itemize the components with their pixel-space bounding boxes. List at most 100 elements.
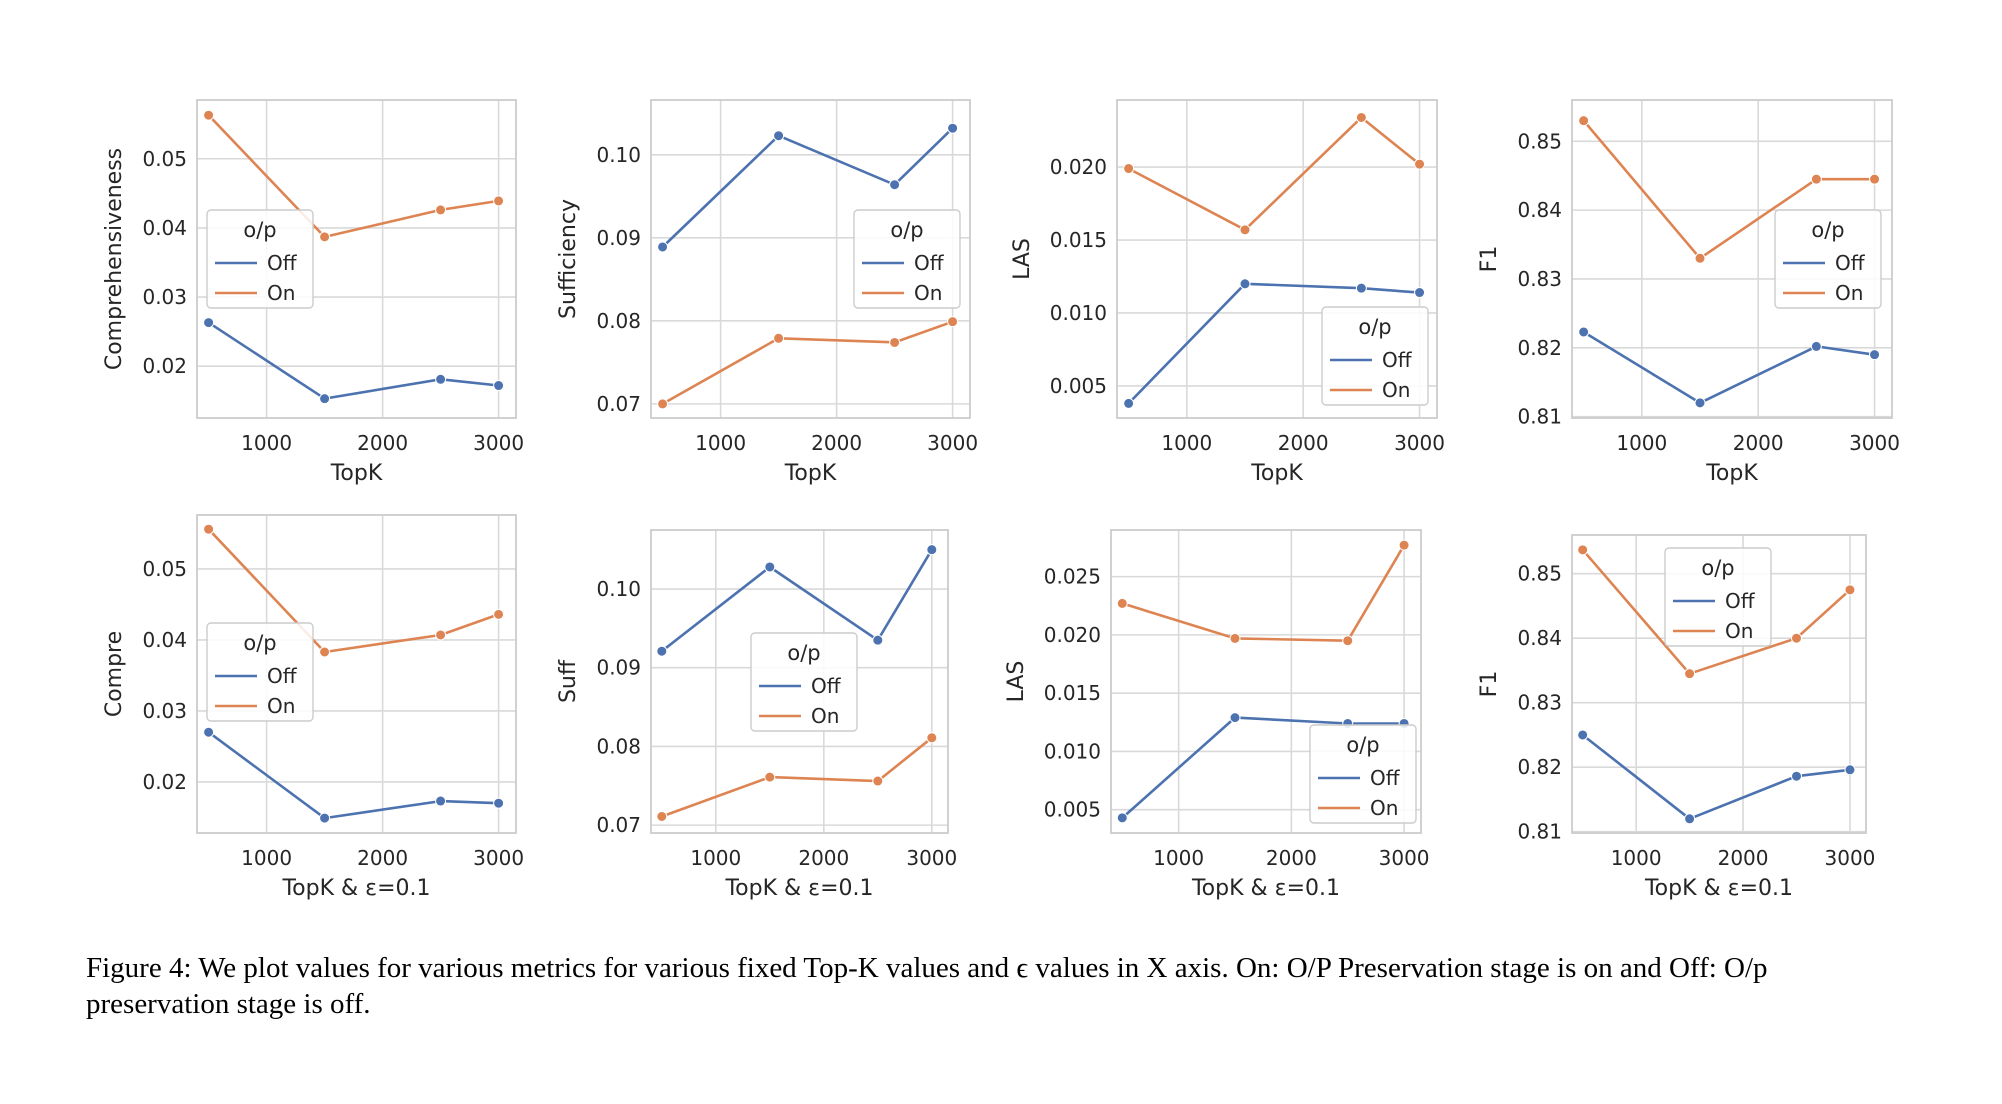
legend: o/p Off On [750,632,858,732]
y-tick-label: 0.83 [1517,691,1562,715]
legend: o/p Off On [1774,209,1882,309]
y-tick-label: 0.84 [1517,626,1562,650]
legend-box [1321,306,1429,406]
data-point-on [947,316,959,328]
x-tick-label: 1000 [1611,846,1662,870]
y-tick-label: 0.03 [142,285,187,309]
y-tick-label: 0.85 [1517,562,1562,586]
subplot-3: 1000 2000 3000 0.005 0.010 0.015 0.020 TopK LAS o… [1010,99,1445,486]
legend-label-on: On [811,704,839,728]
y-axis-label: F1 [1477,246,1502,273]
legend-label-off: Off [914,251,945,275]
x-tick-label: 3000 [906,846,957,870]
legend-title: o/p [1346,733,1379,757]
legend-label-on: On [267,281,295,305]
data-point-off [1578,326,1590,338]
data-point-on [1414,158,1426,170]
x-tick-label: 2000 [1266,846,1317,870]
x-tick-label: 2000 [1278,431,1329,455]
y-tick-label: 0.84 [1517,198,1562,222]
legend-box [206,209,314,309]
legend-label-on: On [1835,281,1863,305]
legend-label-off: Off [1382,348,1413,372]
data-point-off [1869,349,1881,361]
data-point-off [435,373,447,385]
legend: o/p Off On [1309,724,1417,824]
x-axis-label: TopK [784,461,837,486]
data-point-off [493,797,505,809]
legend-box [1664,547,1772,647]
data-point-off [493,380,505,392]
data-point-off [926,544,938,556]
plot-frame [1110,529,1422,834]
y-axis-label: Suff [556,659,581,703]
plot-frame [1571,534,1867,834]
x-axis-label: TopK [1250,461,1303,486]
series-line-off [661,549,933,653]
series-line-off [1582,330,1875,405]
data-point-off [1414,287,1426,299]
series-line-off [207,321,499,400]
data-point-on [872,775,884,787]
data-point-on [1123,163,1135,175]
plot-frame [196,514,517,834]
data-point-off [435,795,447,807]
series-line-on [1127,116,1421,232]
plot-frame [1116,99,1438,419]
figure-caption: Figure 4: We plot values for various met… [86,952,1768,1020]
data-point-on [319,231,331,243]
legend-title: o/p [787,641,820,665]
data-point-on [493,608,505,620]
data-point-on [1791,632,1803,644]
series-line-on [207,114,499,239]
series-line-on [661,320,954,406]
plot-frame [650,529,949,834]
subplot-6: 1000 2000 3000 0.07 0.08 0.09 0.10 TopK & ε=0.1… [556,529,957,901]
plot-frame [196,99,517,419]
x-tick-label: 3000 [1849,431,1900,455]
legend-box [1309,724,1417,824]
y-tick-label: 0.83 [1517,267,1562,291]
data-point-off [1123,397,1135,409]
subplot-5: 1000 2000 3000 0.02 0.03 0.04 0.05 TopK & ε=0.1… [102,514,524,901]
series-line-on [661,736,933,818]
x-tick-label: 3000 [473,431,524,455]
legend-title: o/p [1811,218,1844,242]
data-point-on [319,646,331,658]
y-tick-label: 0.04 [142,216,187,240]
data-point-off [656,645,668,657]
data-point-on [1342,635,1354,647]
x-tick-label: 2000 [811,431,862,455]
data-point-off [1229,712,1241,724]
series-line-on [1581,548,1851,676]
data-point-on [1577,544,1589,556]
data-point-off [1355,282,1367,294]
data-point-on [1869,173,1881,185]
data-point-on [1229,632,1241,644]
legend-label-off: Off [267,251,298,275]
y-tick-label: 0.020 [1044,623,1101,647]
data-point-on [1239,224,1251,236]
series-line-on [207,528,500,654]
plot-frame [650,99,971,419]
y-tick-label: 0.07 [596,813,641,837]
data-point-off [1694,397,1706,409]
y-tick-label: 0.10 [596,143,641,167]
legend-box [853,209,961,309]
x-tick-label: 3000 [473,846,524,870]
y-tick-label: 0.04 [142,628,187,652]
y-tick-label: 0.010 [1050,301,1107,325]
legend: o/p Off On [853,209,961,309]
plot-frame [1571,99,1893,419]
data-point-on [435,204,447,216]
data-point-off [203,317,215,329]
legend-title: o/p [890,218,923,242]
legend-label-on: On [267,694,295,718]
legend-label-on: On [1370,796,1398,820]
x-tick-label: 2000 [1733,431,1784,455]
series-line-off [1121,716,1405,819]
x-tick-label: 1000 [241,431,292,455]
data-point-off [1844,764,1856,776]
x-tick-label: 3000 [927,431,978,455]
data-point-on [1355,112,1367,124]
